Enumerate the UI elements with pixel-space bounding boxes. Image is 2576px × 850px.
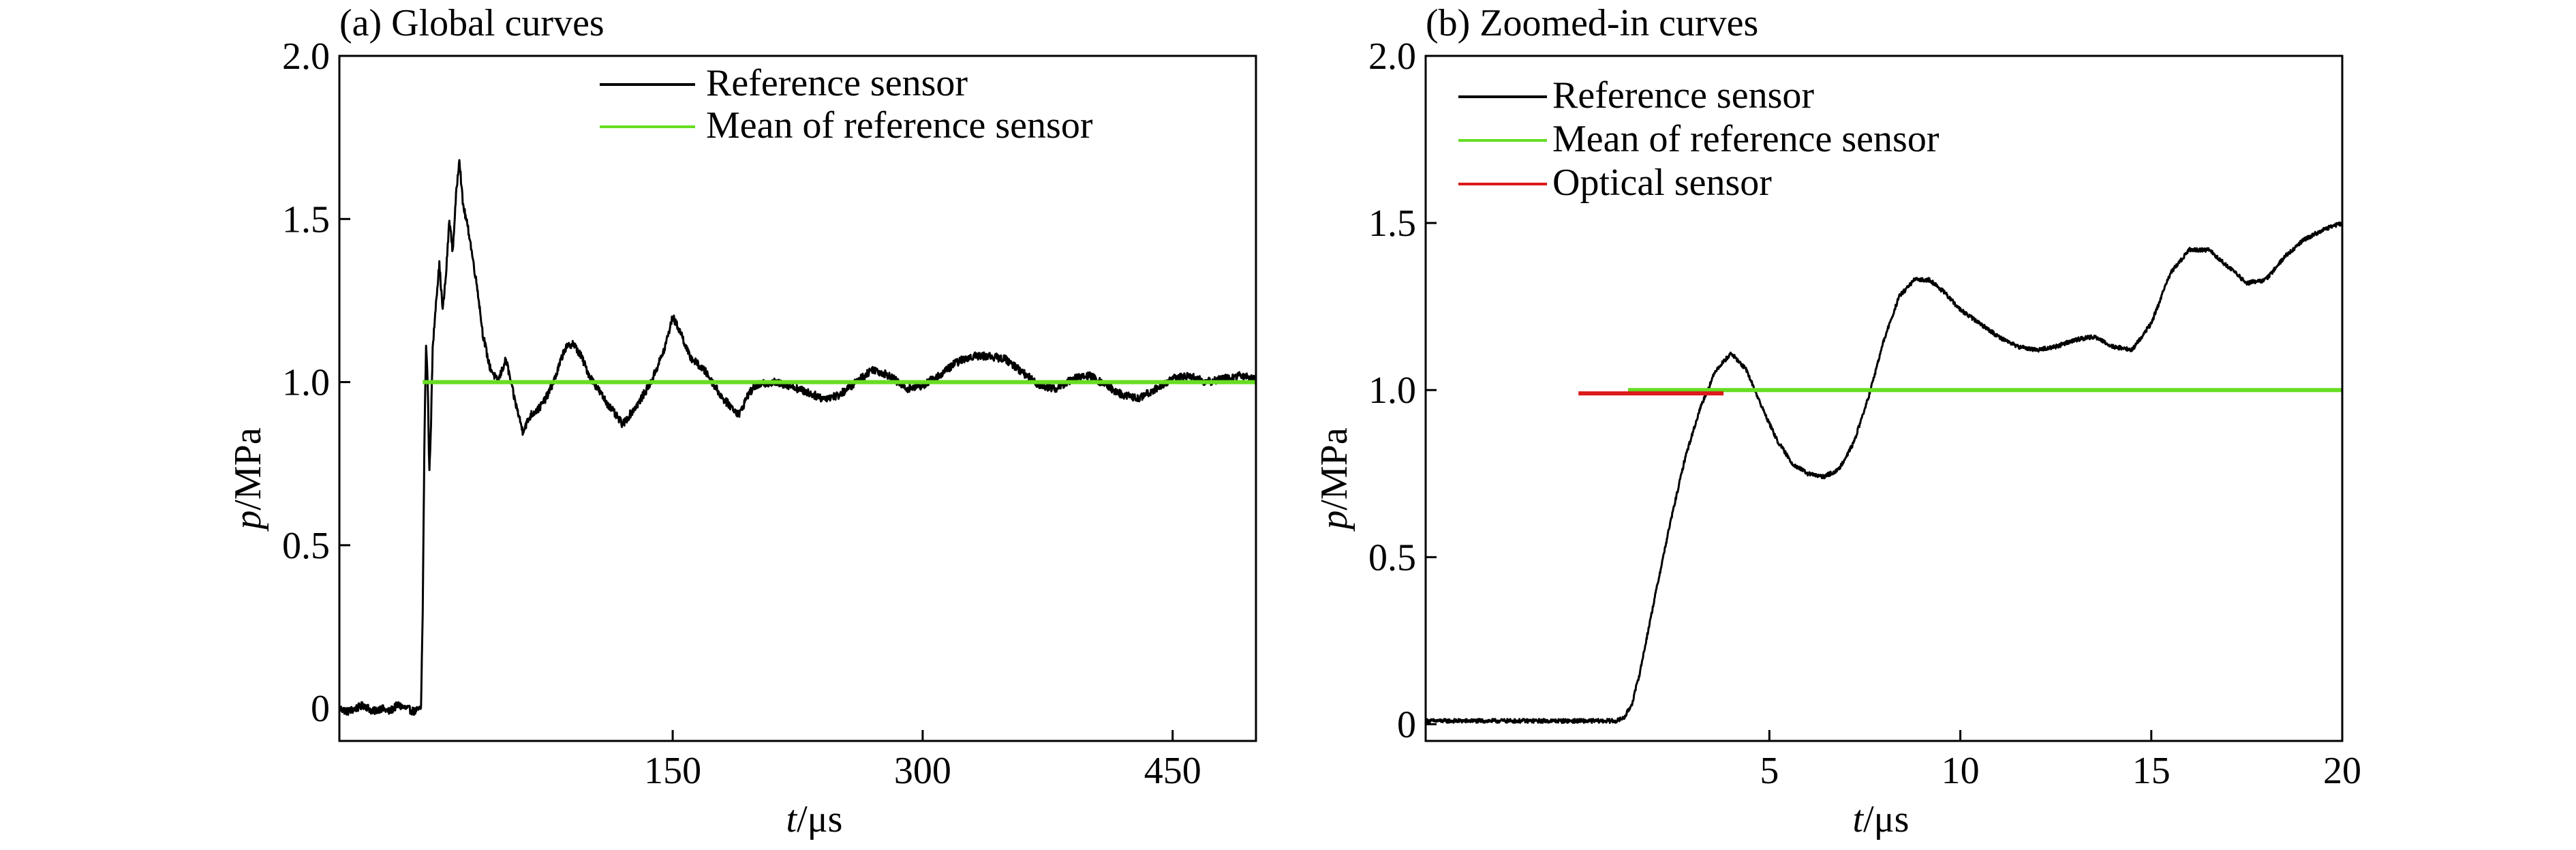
x-tick-label: 150 xyxy=(644,750,701,792)
y-tick-label: 0 xyxy=(311,688,330,730)
y-tick-label: 2.0 xyxy=(1368,35,1416,78)
y-tick-label: 0.5 xyxy=(282,525,330,567)
plot-frame xyxy=(338,55,1257,742)
plot-frame xyxy=(1424,55,2344,742)
y-axis-unit: /MPa xyxy=(227,427,269,510)
x-tick-label: 300 xyxy=(894,750,951,792)
panel-global-curves: (a) Global curves 0 0.5 1.0 1.5 2.0 150 300 450… xyxy=(227,2,1257,840)
x-tick-label: 10 xyxy=(1942,750,1980,792)
x-tick-label: 5 xyxy=(1760,750,1779,792)
y-tick-label: 1.5 xyxy=(282,198,330,241)
y-axis-label: p/MPa xyxy=(227,427,269,532)
x-axis-unit: /μs xyxy=(1863,798,1909,840)
y-tick-label: 1.0 xyxy=(1368,369,1416,412)
y-tick-label: 0 xyxy=(1397,703,1416,746)
x-tick-label: 450 xyxy=(1144,750,1201,792)
legend-label: Optical sensor xyxy=(1552,162,1772,204)
y-axis-variable: p xyxy=(227,511,269,532)
x-axis-label: t/μs xyxy=(786,798,843,840)
y-tick-label: 1.0 xyxy=(282,362,330,404)
series-line-reference-sensor xyxy=(1424,222,2343,724)
y-tick-label: 2.0 xyxy=(282,35,330,78)
x-axis-variable: t xyxy=(1853,798,1865,840)
legend-label: Reference sensor xyxy=(1552,74,1814,117)
x-axis-label: t/μs xyxy=(1853,798,1910,840)
legend-label: Mean of reference sensor xyxy=(706,104,1093,147)
x-axis-unit: /μs xyxy=(797,798,842,840)
plot-area: 0 0.5 1.0 1.5 2.0 5 10 15 20 Reference sensorMean… xyxy=(1368,35,2361,792)
legend-label: Mean of reference sensor xyxy=(1552,118,1939,160)
plot-area: 0 0.5 1.0 1.5 2.0 150 300 450 Reference sensorMe… xyxy=(282,35,1257,792)
y-tick-label: 0.5 xyxy=(1368,536,1416,579)
panel-title: (a) Global curves xyxy=(339,2,604,44)
y-tick-label: 1.5 xyxy=(1368,202,1416,245)
panel-zoomed-curves: (b) Zoomed-in curves 0 0.5 1.0 1.5 2.0 5 10 15 2… xyxy=(1313,2,2361,840)
panel-title: (b) Zoomed-in curves xyxy=(1426,2,1758,44)
x-tick-label: 15 xyxy=(2132,750,2171,792)
y-axis-variable: p xyxy=(1313,511,1355,532)
y-axis-label: p/MPa xyxy=(1313,427,1355,532)
legend-label: Reference sensor xyxy=(706,62,968,104)
series-line-reference-sensor xyxy=(338,159,1257,716)
x-axis-variable: t xyxy=(786,798,798,840)
y-axis-unit: /MPa xyxy=(1313,427,1355,510)
x-tick-label: 20 xyxy=(2323,750,2361,792)
